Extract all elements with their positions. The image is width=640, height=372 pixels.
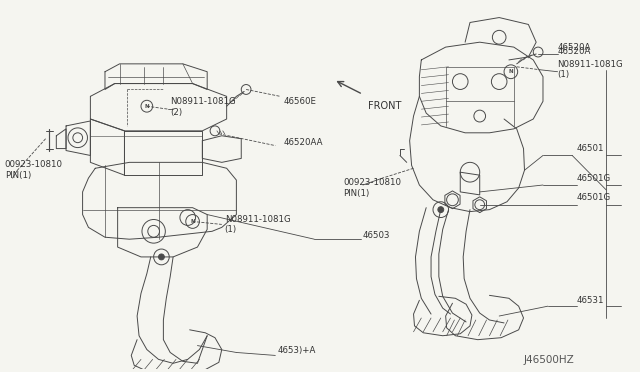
Text: 46501: 46501 — [577, 144, 605, 153]
Text: 46520A: 46520A — [557, 43, 591, 52]
Text: 00923-10810
PIN(1): 00923-10810 PIN(1) — [344, 178, 401, 198]
Text: N08911-1081G
(1): N08911-1081G (1) — [225, 215, 291, 234]
Text: 46501G: 46501G — [577, 193, 611, 202]
Text: N08911-1081G
(1): N08911-1081G (1) — [557, 60, 623, 79]
Text: N: N — [145, 104, 149, 109]
Circle shape — [159, 254, 164, 260]
Text: 46520A: 46520A — [557, 47, 591, 56]
Circle shape — [438, 207, 444, 212]
Text: N08911-1081G
(2): N08911-1081G (2) — [170, 97, 236, 117]
Text: N: N — [190, 219, 195, 224]
Text: 46501G: 46501G — [577, 174, 611, 183]
Text: 46520AA: 46520AA — [283, 138, 323, 147]
Text: 00923-10810
PIN(1): 00923-10810 PIN(1) — [4, 160, 63, 180]
Text: J46500HZ: J46500HZ — [524, 355, 574, 365]
Text: 46560E: 46560E — [283, 97, 316, 106]
Text: 4653)+A: 4653)+A — [277, 346, 316, 355]
Text: N: N — [509, 69, 513, 74]
Text: 46531: 46531 — [577, 296, 605, 305]
Text: FRONT: FRONT — [368, 101, 401, 111]
Text: 46503: 46503 — [363, 231, 390, 240]
